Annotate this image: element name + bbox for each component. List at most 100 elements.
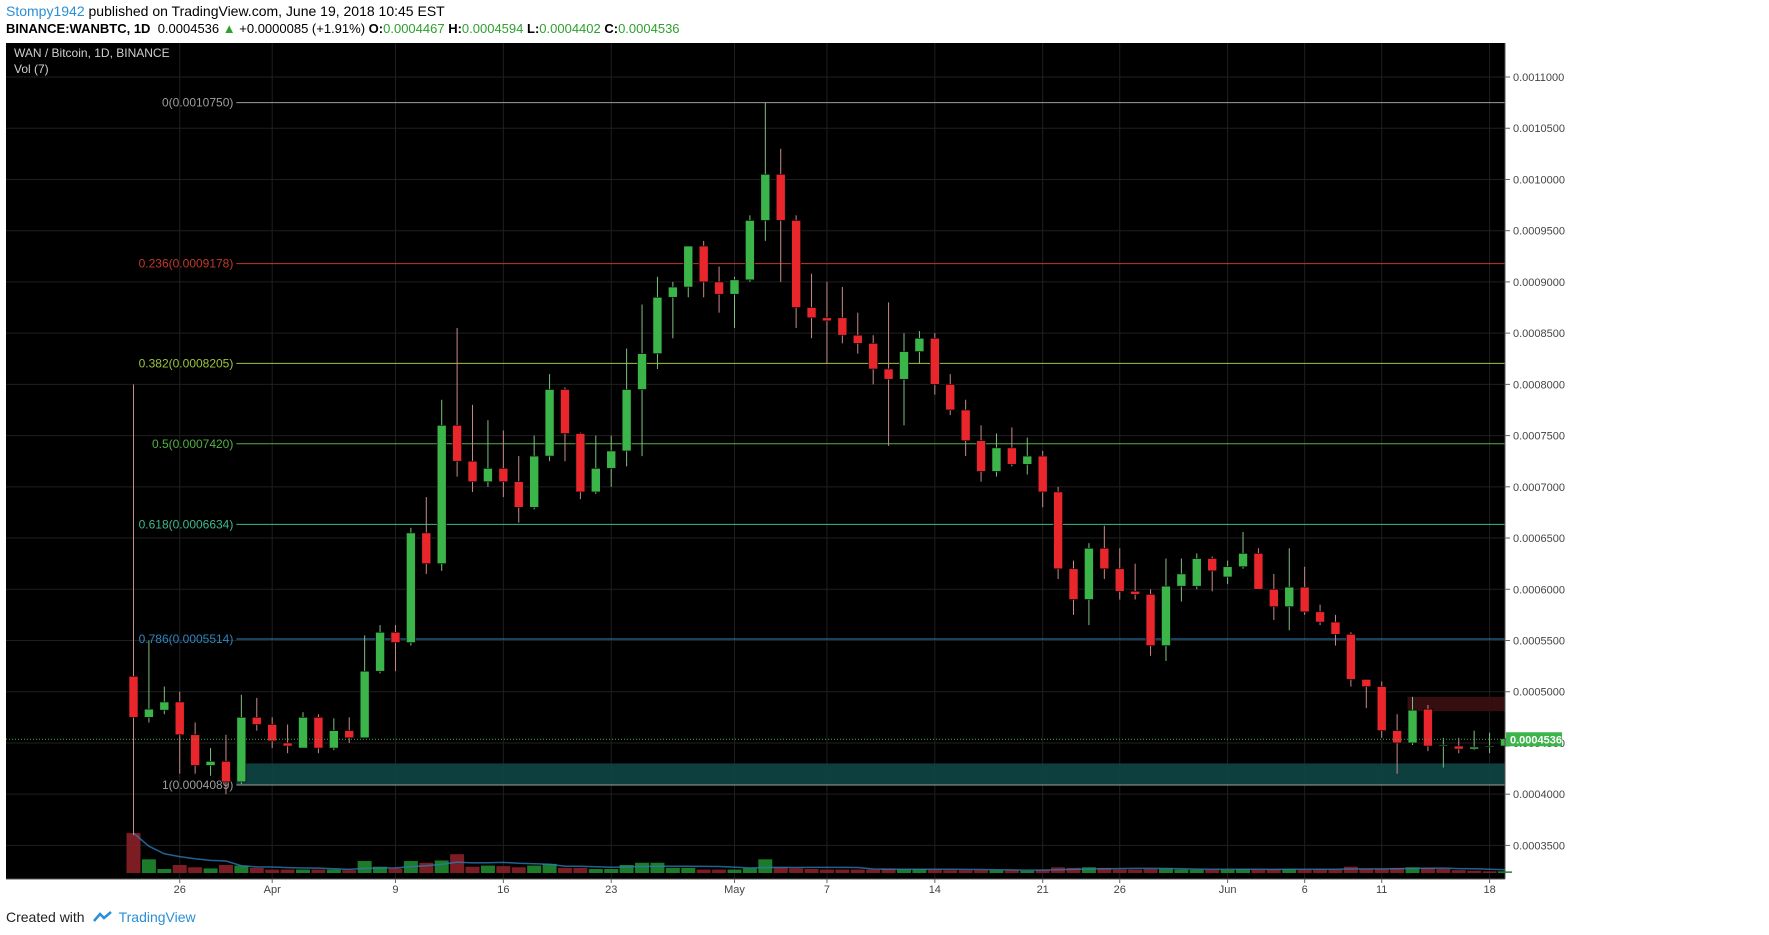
candle-body (298, 717, 308, 749)
candle-body (467, 460, 478, 482)
volume-bar (742, 868, 757, 873)
volume-bar (943, 870, 958, 873)
volume-bar (249, 867, 264, 873)
volume-bar (1128, 869, 1143, 873)
volume-bar (527, 865, 542, 873)
y-tick-label: 0.0011000 (1513, 72, 1564, 84)
candle-body (560, 389, 570, 434)
volume-bar (1205, 869, 1220, 873)
volume-bar (203, 868, 218, 873)
high-value: 0.0004594 (461, 21, 524, 36)
resistance-zone (1407, 696, 1505, 712)
volume-bar (450, 854, 465, 873)
close-label: C: (604, 21, 619, 36)
volume-bar (758, 859, 773, 873)
price-chart[interactable]: 0(0.0010750) 0.236(0.0009178) 0.382(0.0008… (6, 43, 1763, 898)
candle-body (930, 337, 940, 385)
y-tick-label: 0.0006000 (1513, 584, 1565, 596)
candle-body (652, 296, 663, 354)
y-tick-label: 0.0005500 (1513, 635, 1565, 647)
x-tick-label: 9 (392, 884, 398, 896)
candle-body (1330, 621, 1341, 635)
candle-body (914, 337, 925, 352)
candle-body (1222, 566, 1233, 578)
candle-body (1176, 573, 1187, 587)
volume-bar (311, 869, 326, 873)
volume-bar (1189, 869, 1204, 873)
x-tick-label: 18 (1483, 884, 1495, 896)
fib-label: 0.382(0.0008205) (139, 356, 234, 370)
volume-bar (665, 867, 680, 873)
volume-bar (496, 866, 511, 873)
volume-bar (342, 870, 357, 873)
y-tick-label: 0.0003500 (1513, 840, 1565, 852)
chart-title: WAN / Bitcoin, 1D, BINANCE (14, 46, 170, 60)
candle-body (1315, 611, 1325, 623)
candle-body (729, 279, 740, 295)
volume-bar (1112, 869, 1127, 873)
author-link[interactable]: Stompy1942 (6, 3, 85, 19)
volume-bar (1313, 869, 1328, 873)
volume-bar (1266, 869, 1281, 873)
candle-body (190, 734, 200, 766)
volume-bar (1236, 869, 1251, 873)
candle-body (1191, 558, 1202, 587)
candle-body (698, 245, 709, 283)
candle-body (529, 455, 539, 508)
candle-body (1037, 455, 1048, 493)
tradingview-link[interactable]: TradingView (118, 909, 196, 925)
volume-bar (773, 867, 788, 873)
price-axis[interactable]: 0.0011000 0.0010500 0.0010000 0.0009500 0.00… (1505, 72, 1565, 852)
candle-body (313, 717, 324, 749)
volume-bar (1020, 870, 1035, 873)
volume-bar (1467, 870, 1482, 873)
time-axis[interactable]: 26 Apr 9 16 23 May 7 14 21 26 Jun 6 11 18 (174, 879, 1496, 896)
candle-body (1130, 591, 1140, 595)
volume-bar (850, 869, 865, 873)
symbol-info: BINANCE:WANBTC, 1D 0.0004536 ▲ +0.000008… (6, 21, 680, 36)
volume-bar (727, 869, 742, 873)
fib-label: 0(0.0010750) (162, 96, 233, 110)
x-tick-label: 26 (174, 884, 186, 896)
candle-body (267, 724, 277, 742)
volume-bar (1004, 870, 1019, 873)
candle-body (174, 701, 185, 736)
volume-bar (357, 861, 372, 873)
x-tick-label: Apr (264, 884, 281, 896)
y-tick-label: 0.0008500 (1513, 328, 1565, 340)
volume-bar (712, 869, 727, 873)
candle-body (390, 631, 401, 643)
candle-body (483, 468, 493, 482)
candle-body (791, 220, 801, 308)
fib-label: 0.236(0.0009178) (139, 257, 234, 271)
fib-label: 1(0.0004089) (162, 778, 233, 792)
plot-area[interactable] (6, 43, 1505, 879)
candle-body (822, 317, 832, 322)
candle-body (344, 730, 355, 739)
candle-body (1438, 744, 1449, 747)
y-tick-label: 0.0007000 (1513, 482, 1565, 494)
volume-indicator-label: Vol (7) (14, 62, 49, 76)
last-price-tag-label: 0.0004536 (1510, 734, 1562, 746)
volume-bar (1143, 869, 1158, 873)
candle-body (806, 307, 817, 319)
volume-bar (881, 868, 896, 873)
close-value: 0.0004536 (618, 21, 680, 36)
volume-bar (1374, 869, 1389, 873)
volume-bar (1066, 867, 1081, 873)
low-label: L: (527, 21, 540, 36)
volume-bar (866, 869, 881, 873)
volume-bar (557, 867, 572, 873)
volume-bar (1220, 869, 1235, 873)
x-tick-label: 11 (1376, 884, 1387, 896)
candle-body (714, 281, 724, 295)
open-label: O: (368, 21, 384, 36)
x-tick-label: 26 (1114, 884, 1126, 896)
footer: Created with TradingView (6, 909, 196, 925)
candle-body (1346, 634, 1356, 680)
x-tick-label: 21 (1037, 884, 1049, 896)
volume-bar (280, 869, 295, 873)
candle-body (1253, 553, 1264, 590)
x-tick-label: 16 (497, 884, 509, 896)
candle-body (498, 468, 509, 482)
